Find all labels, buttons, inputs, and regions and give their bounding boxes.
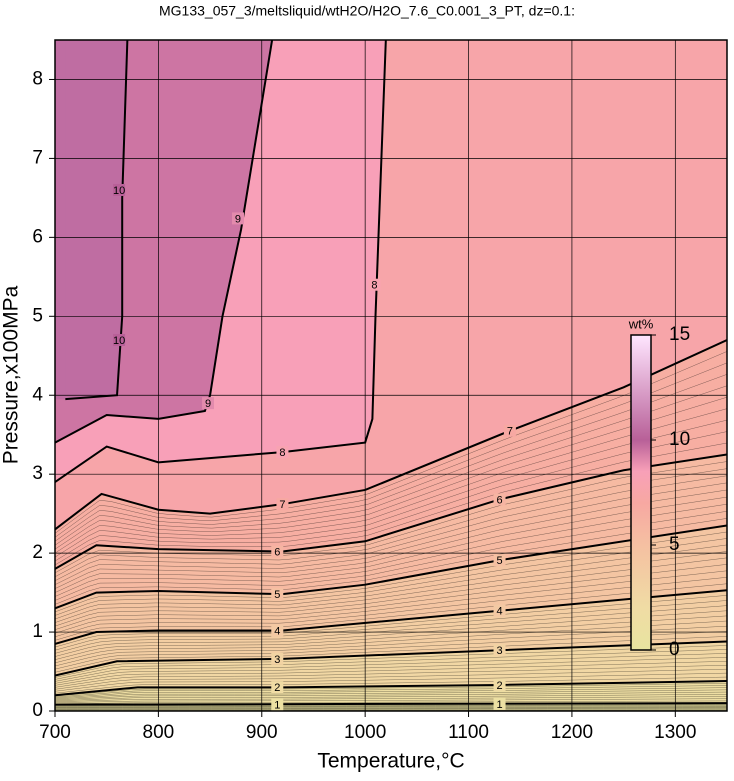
y-axis-label: Pressure,x100MPa xyxy=(0,285,23,464)
contour-label: 5 xyxy=(274,589,280,601)
contour-label: 6 xyxy=(496,494,502,506)
y-tick-label: 1 xyxy=(32,621,43,642)
contour-label: 2 xyxy=(496,680,502,692)
contour-label: 10 xyxy=(113,335,125,347)
chart-title: MG133_057_3/meltsliquid/wtH2O/H2O_7.6_C0… xyxy=(159,3,575,19)
colorbar-tick-label: 10 xyxy=(669,429,690,450)
contour-label: 3 xyxy=(274,654,280,666)
x-tick-label: 700 xyxy=(39,722,71,743)
y-tick-label: 8 xyxy=(32,68,43,89)
x-tick-label: 1300 xyxy=(654,722,696,743)
y-tick-label: 0 xyxy=(32,700,43,721)
colorbar-tick-label: 0 xyxy=(669,639,680,660)
contour-label: 10 xyxy=(113,185,125,197)
contour-label: 8 xyxy=(371,280,377,292)
region-fill xyxy=(55,40,65,399)
x-tick-label: 1200 xyxy=(551,722,593,743)
contour-label: 8 xyxy=(279,447,285,459)
y-tick-label: 7 xyxy=(32,147,43,168)
x-tick-label: 1000 xyxy=(344,722,386,743)
x-axis-label: Temperature,°C xyxy=(317,750,464,773)
contour-label: 4 xyxy=(496,606,502,618)
contour-label: 1 xyxy=(274,700,280,712)
y-tick-label: 2 xyxy=(32,542,43,563)
contour-label: 1 xyxy=(496,699,502,711)
x-tick-label: 800 xyxy=(143,722,175,743)
contour-label: 7 xyxy=(507,426,513,438)
contour-label: 9 xyxy=(205,398,211,410)
contour-label: 9 xyxy=(235,213,241,225)
contour-label: 5 xyxy=(496,555,502,567)
colorbar xyxy=(631,335,651,650)
colorbar-tick-label: 5 xyxy=(669,534,680,555)
y-tick-label: 3 xyxy=(32,463,43,484)
contour-label: 2 xyxy=(274,682,280,694)
colorbar-tick-label: 15 xyxy=(669,324,690,345)
contour-label: 7 xyxy=(279,499,285,511)
contour-label: 6 xyxy=(274,546,280,558)
contour-label: 4 xyxy=(274,625,280,637)
x-tick-label: 900 xyxy=(246,722,278,743)
contour-label: 3 xyxy=(496,645,502,657)
y-tick-label: 4 xyxy=(32,384,43,405)
y-tick-label: 5 xyxy=(32,305,43,326)
y-tick-label: 6 xyxy=(32,226,43,247)
plot-area: 1 1 2 2 3 3 4 4 5 5 6 6 7 7 8 8 9 9 10 10 xyxy=(55,40,727,712)
colorbar-title: wt% xyxy=(628,316,654,331)
x-tick-label: 1100 xyxy=(448,722,489,743)
